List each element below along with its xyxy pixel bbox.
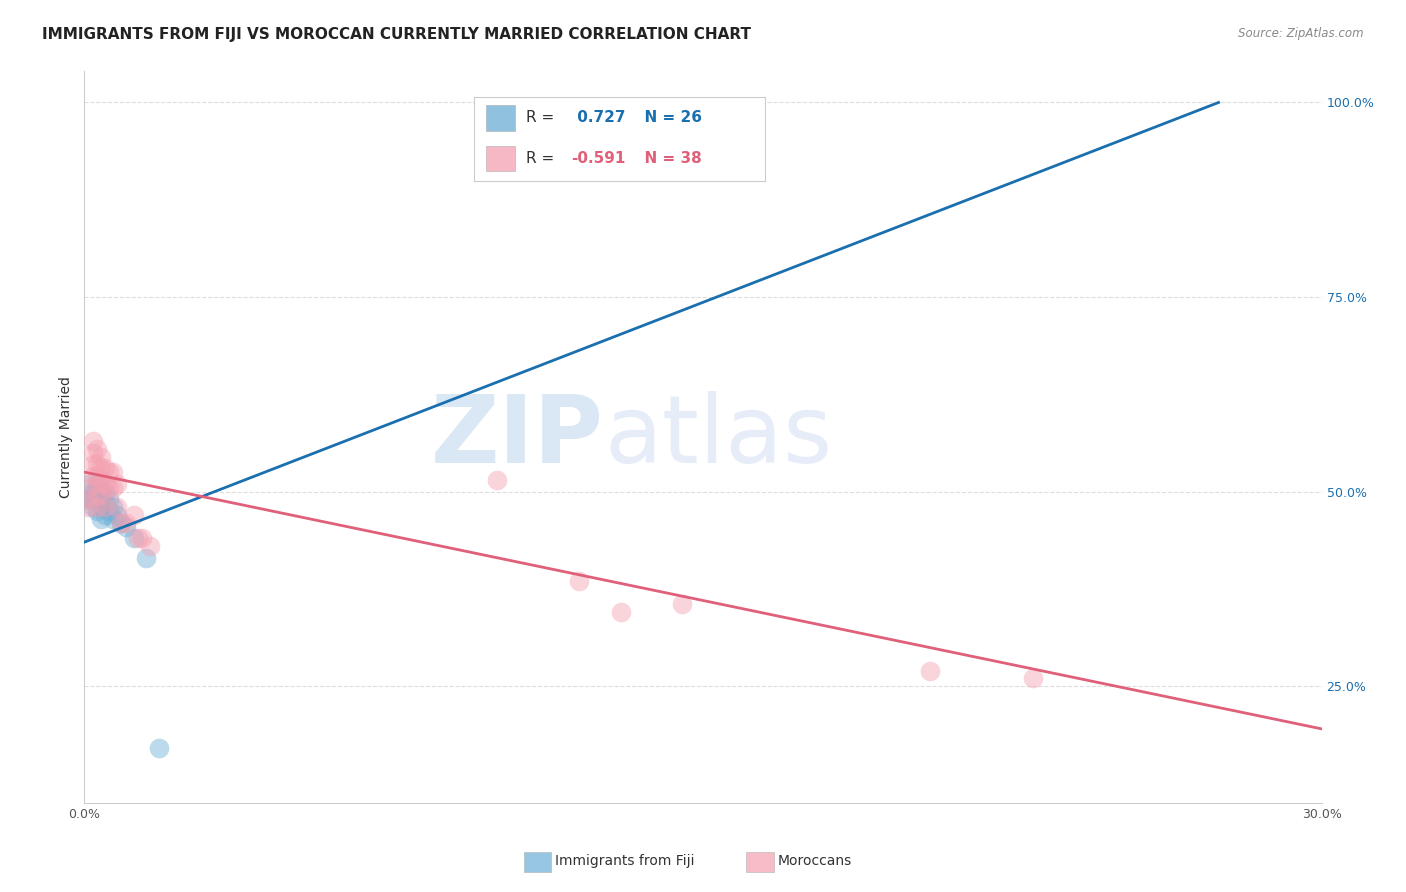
Point — [90, 450, 112, 464]
Point — [90, 500, 112, 515]
Point — [86, 476, 108, 491]
Point — [86, 442, 108, 456]
Text: atlas: atlas — [605, 391, 832, 483]
Point — [82, 434, 104, 448]
Point — [86, 476, 108, 491]
Point — [131, 531, 153, 545]
Point — [918, 664, 941, 678]
Point — [671, 598, 693, 612]
Point — [86, 469, 108, 483]
Point — [103, 500, 125, 515]
Point — [94, 500, 117, 515]
Point — [110, 516, 132, 530]
Point — [90, 473, 112, 487]
Point — [77, 492, 100, 507]
Point — [103, 512, 125, 526]
Text: Moroccans: Moroccans — [778, 855, 852, 868]
Point — [90, 461, 112, 475]
Point — [94, 508, 117, 522]
Point — [90, 512, 112, 526]
Point — [122, 531, 145, 545]
Point — [98, 465, 121, 479]
Point — [127, 531, 149, 545]
Point — [98, 504, 121, 518]
Point — [609, 605, 631, 619]
Point — [94, 484, 117, 499]
Point — [77, 500, 100, 515]
Point — [485, 473, 508, 487]
Point — [98, 481, 121, 495]
Point — [114, 519, 136, 533]
Point — [94, 496, 117, 510]
Point — [77, 481, 100, 495]
Point — [90, 488, 112, 502]
Point — [110, 516, 132, 530]
Point — [103, 465, 125, 479]
Y-axis label: Currently Married: Currently Married — [59, 376, 73, 498]
FancyBboxPatch shape — [747, 852, 773, 872]
Point — [86, 492, 108, 507]
Point — [77, 476, 100, 491]
Point — [122, 508, 145, 522]
Point — [82, 458, 104, 472]
Text: ZIP: ZIP — [432, 391, 605, 483]
Point — [82, 492, 104, 507]
Point — [105, 508, 128, 522]
Text: IMMIGRANTS FROM FIJI VS MOROCCAN CURRENTLY MARRIED CORRELATION CHART: IMMIGRANTS FROM FIJI VS MOROCCAN CURRENT… — [42, 27, 751, 42]
Point — [86, 458, 108, 472]
Point — [86, 488, 108, 502]
Point — [82, 445, 104, 459]
Point — [148, 741, 170, 756]
Point — [94, 476, 117, 491]
Point — [98, 492, 121, 507]
FancyBboxPatch shape — [523, 852, 551, 872]
Point — [82, 469, 104, 483]
Point — [139, 539, 162, 553]
Point — [82, 484, 104, 499]
Point — [82, 500, 104, 515]
Text: Source: ZipAtlas.com: Source: ZipAtlas.com — [1239, 27, 1364, 40]
Point — [103, 481, 125, 495]
Point — [1022, 671, 1045, 685]
Point — [77, 492, 100, 507]
Point — [94, 461, 117, 475]
Point — [114, 516, 136, 530]
Point — [105, 500, 128, 515]
Point — [135, 550, 157, 565]
Text: Immigrants from Fiji: Immigrants from Fiji — [554, 855, 695, 868]
Point — [105, 476, 128, 491]
Point — [90, 488, 112, 502]
Point — [86, 484, 108, 499]
Point — [86, 504, 108, 518]
Point — [86, 500, 108, 515]
Point — [568, 574, 591, 588]
Point — [90, 481, 112, 495]
